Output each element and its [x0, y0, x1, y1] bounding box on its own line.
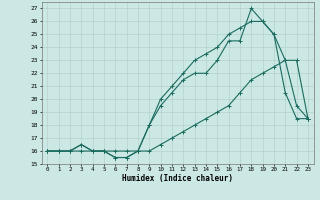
- X-axis label: Humidex (Indice chaleur): Humidex (Indice chaleur): [122, 174, 233, 183]
